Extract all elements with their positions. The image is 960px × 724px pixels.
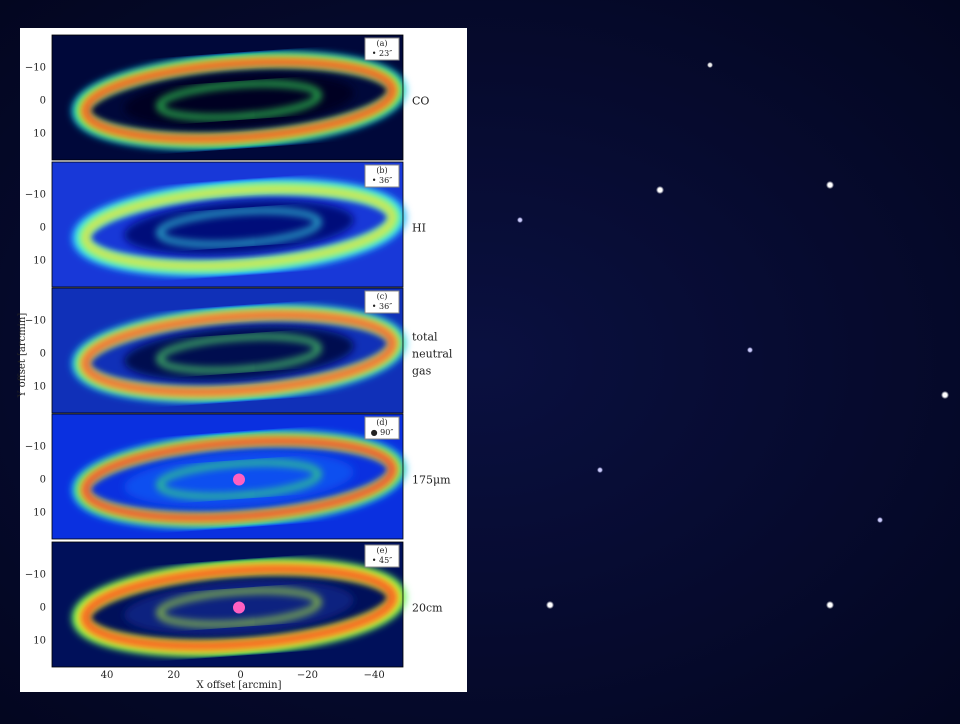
beam-box bbox=[364, 290, 400, 314]
map-panel: (d)● 90″ −10 0 10 175μm bbox=[25, 413, 451, 540]
band-label: gas bbox=[412, 365, 432, 378]
beam-box bbox=[364, 544, 400, 568]
map-panel: (e)• 45″ −10 0 10 20cm bbox=[25, 541, 443, 668]
map-frame bbox=[51, 161, 404, 288]
x-axis-label: X offset [arcmin] bbox=[197, 680, 282, 691]
y-tick-label: 0 bbox=[40, 349, 46, 360]
map-nucleus bbox=[233, 601, 245, 614]
map-ring bbox=[82, 312, 396, 395]
x-tick-label: 20 bbox=[167, 670, 180, 681]
map-arm bbox=[157, 208, 321, 247]
x-tick-label: 0 bbox=[237, 670, 243, 681]
beam-size: • 45″ bbox=[372, 556, 392, 565]
y-tick-label: −10 bbox=[25, 442, 46, 453]
y-tick-label: −10 bbox=[25, 570, 46, 581]
panel-tag: (a) bbox=[376, 39, 387, 48]
map-ring bbox=[82, 566, 396, 649]
y-tick-label: −10 bbox=[25, 316, 46, 327]
band-label: HI bbox=[412, 222, 426, 235]
map-ring bbox=[82, 59, 396, 142]
map-arm bbox=[157, 81, 321, 120]
y-tick-label: 10 bbox=[33, 382, 46, 393]
map-arm bbox=[157, 588, 321, 627]
y-axis-label: Y offset [arcmin] bbox=[17, 313, 28, 399]
y-tick-label: 10 bbox=[33, 508, 46, 519]
y-tick-label: 0 bbox=[40, 475, 46, 486]
y-tick-label: 0 bbox=[40, 603, 46, 614]
y-tick-label: 10 bbox=[33, 256, 46, 267]
x-tick-label: −40 bbox=[364, 670, 385, 681]
panel-tag: (e) bbox=[377, 546, 388, 555]
map-arm bbox=[157, 460, 321, 499]
map-frame bbox=[51, 413, 404, 540]
map-frame bbox=[51, 34, 404, 161]
x-tick-label: 40 bbox=[101, 670, 114, 681]
beam-size: • 36″ bbox=[372, 302, 392, 311]
beam-size: • 23″ bbox=[372, 49, 392, 58]
beam-size: • 36″ bbox=[372, 176, 392, 185]
map-ring bbox=[82, 438, 396, 521]
y-tick-label: 10 bbox=[33, 636, 46, 647]
band-label: neutral bbox=[412, 348, 453, 361]
map-panel: (a)• 23″ −10 0 10 CO bbox=[25, 34, 429, 161]
band-label: 20cm bbox=[412, 602, 443, 615]
beam-box bbox=[364, 37, 400, 61]
y-tick-label: 0 bbox=[40, 96, 46, 107]
y-tick-label: −10 bbox=[25, 63, 46, 74]
map-panel: (c)• 36″ −10 0 10 total neutral gas bbox=[25, 287, 453, 414]
band-label: total bbox=[412, 331, 438, 344]
beam-box bbox=[364, 164, 400, 188]
map-arm bbox=[157, 334, 321, 373]
beam-box bbox=[364, 416, 400, 440]
panel-tag: (b) bbox=[376, 166, 387, 175]
map-ring bbox=[82, 186, 396, 269]
panel-tag: (c) bbox=[377, 292, 388, 301]
band-label: 175μm bbox=[412, 474, 451, 487]
y-tick-label: 10 bbox=[33, 129, 46, 140]
map-frame bbox=[51, 287, 404, 414]
beam-size: ● 90″ bbox=[371, 428, 394, 437]
map-panel: (b)• 36″ −10 0 10 HI bbox=[25, 161, 426, 288]
map-frame bbox=[51, 541, 404, 668]
band-label: CO bbox=[412, 95, 429, 108]
y-tick-label: 0 bbox=[40, 223, 46, 234]
x-tick-label: −20 bbox=[297, 670, 318, 681]
panel-tag: (d) bbox=[376, 418, 387, 427]
map-nucleus bbox=[233, 473, 245, 486]
y-tick-label: −10 bbox=[25, 190, 46, 201]
